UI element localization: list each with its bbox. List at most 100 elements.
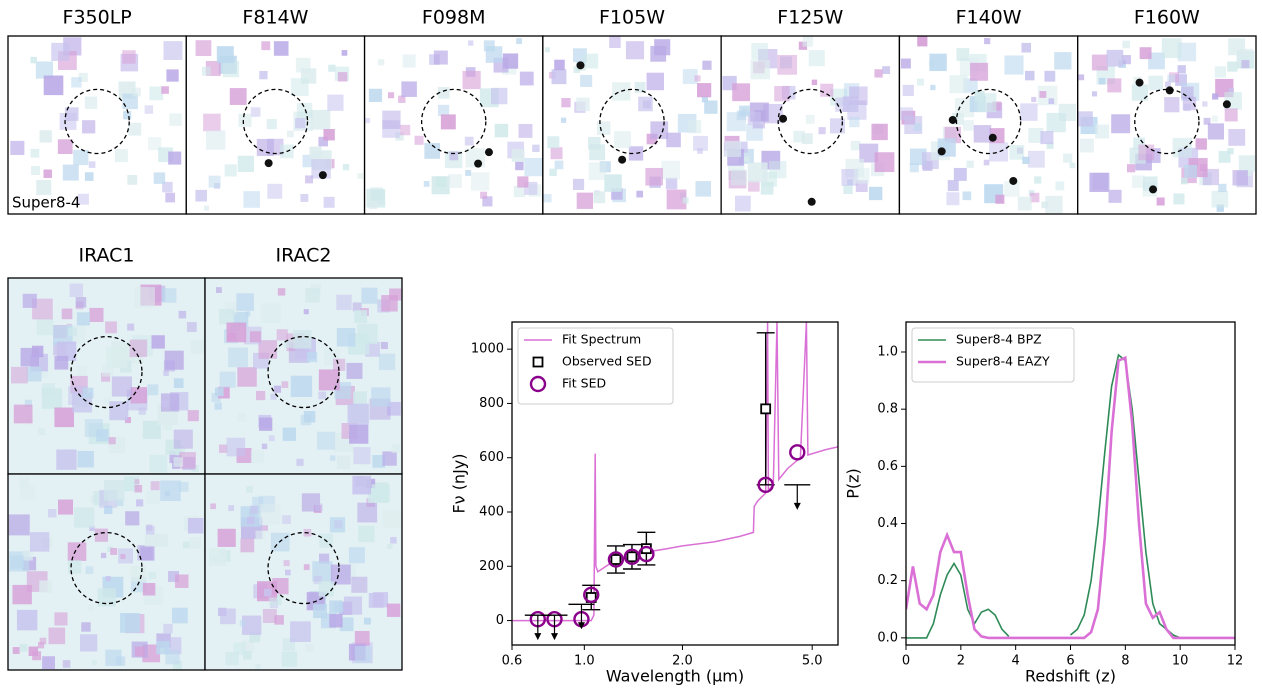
noise-pixel	[953, 167, 967, 181]
noise-pixel	[53, 325, 73, 345]
noise-pixel	[573, 66, 581, 74]
noise-pixel	[368, 88, 383, 102]
noise-pixel	[300, 193, 309, 202]
noise-pixel	[175, 574, 189, 588]
noise-pixel	[19, 643, 28, 652]
noise-pixel	[106, 347, 128, 369]
noise-pixel	[1232, 170, 1248, 186]
noise-pixel	[519, 71, 534, 86]
noise-pixel	[233, 642, 246, 655]
noise-pixel	[310, 109, 331, 130]
noise-pixel	[130, 387, 147, 404]
noise-pixel	[354, 630, 370, 646]
noise-pixel	[323, 129, 335, 141]
noise-pixel	[388, 92, 395, 99]
noise-pixel	[28, 646, 39, 657]
noise-pixel	[1172, 137, 1193, 158]
noise-pixel	[1039, 91, 1047, 98]
noise-pixel	[206, 130, 226, 150]
noise-pixel	[118, 548, 134, 564]
noise-pixel	[859, 143, 879, 163]
noise-pixel	[48, 509, 57, 518]
noise-pixel	[144, 105, 154, 114]
noise-pixel	[313, 575, 322, 585]
noise-pixel	[1139, 47, 1152, 60]
noise-pixel	[646, 72, 665, 91]
noise-pixel	[387, 544, 393, 550]
noise-pixel	[107, 546, 113, 552]
noise-pixel	[259, 503, 281, 525]
noise-pixel	[465, 169, 472, 176]
noise-pixel	[250, 505, 259, 514]
noise-pixel	[1165, 81, 1171, 88]
noise-pixel	[179, 451, 196, 469]
noise-pixel	[913, 123, 922, 132]
noise-pixel	[54, 407, 75, 428]
noise-pixel	[371, 484, 390, 503]
noise-pixel	[1202, 101, 1208, 107]
noise-pixel	[511, 148, 525, 162]
noise-pixel	[71, 77, 82, 88]
noise-pixel	[695, 181, 712, 197]
noise-pixel	[295, 57, 311, 73]
noise-pixel	[808, 50, 825, 67]
filter-label: F814W	[242, 7, 308, 29]
noise-pixel	[168, 151, 182, 165]
noise-pixel	[917, 36, 928, 47]
noise-pixel	[281, 651, 298, 667]
noise-pixel	[343, 596, 363, 615]
noise-pixel	[51, 42, 70, 61]
noise-pixel	[273, 385, 282, 393]
noise-pixel	[149, 86, 164, 101]
noise-pixel	[853, 167, 870, 184]
noise-pixel	[20, 347, 40, 367]
noise-pixel	[208, 175, 221, 188]
x-tick-label: 1.0	[574, 654, 595, 669]
noise-pixel	[1055, 181, 1065, 191]
y-tick-label: 600	[479, 450, 504, 465]
noise-pixel	[952, 112, 964, 125]
noise-pixel	[287, 130, 294, 138]
arrow-head	[577, 622, 585, 630]
aperture	[242, 88, 309, 155]
noise-pixel	[1095, 124, 1110, 139]
noise-pixel	[26, 366, 42, 382]
noise-pixel	[1044, 70, 1056, 82]
noise-pixel	[173, 457, 184, 467]
noise-pixel	[1017, 196, 1032, 211]
noise-pixel	[1148, 52, 1165, 70]
noise-pixel	[208, 548, 227, 566]
noise-pixel	[105, 321, 117, 334]
noise-pixel	[1121, 55, 1131, 65]
noise-pixel	[341, 50, 348, 56]
y-tick-label: 0	[496, 613, 504, 628]
filter-label: IRAC2	[275, 245, 331, 267]
noise-pixel	[464, 136, 474, 146]
noise-pixel	[219, 371, 236, 388]
noise-pixel	[284, 339, 293, 348]
image-stamp	[542, 35, 722, 215]
noise-pixel	[35, 61, 54, 79]
noise-pixel	[1091, 91, 1098, 97]
noise-pixel	[1224, 108, 1238, 122]
noise-pixel	[1184, 164, 1197, 178]
noise-pixel	[101, 364, 115, 377]
x-tick-label: 8	[1121, 654, 1129, 669]
noise-pixel	[255, 530, 265, 540]
noise-pixel	[483, 40, 495, 52]
noise-pixel	[296, 102, 313, 119]
noise-pixel	[597, 121, 611, 135]
noise-pixel	[247, 516, 255, 525]
noise-pixel	[39, 637, 47, 645]
x-tick-label: 12	[1227, 654, 1244, 669]
noise-pixel	[169, 113, 182, 126]
noise-pixel	[1212, 93, 1219, 100]
noise-pixel	[1161, 38, 1182, 59]
noise-pixel	[22, 293, 37, 308]
aperture	[70, 335, 143, 409]
noise-pixel	[371, 387, 391, 407]
noise-pixel	[1046, 141, 1054, 149]
x-tick-label: 0.6	[502, 654, 523, 669]
noise-pixel	[292, 330, 312, 349]
noise-pixel	[136, 499, 144, 507]
